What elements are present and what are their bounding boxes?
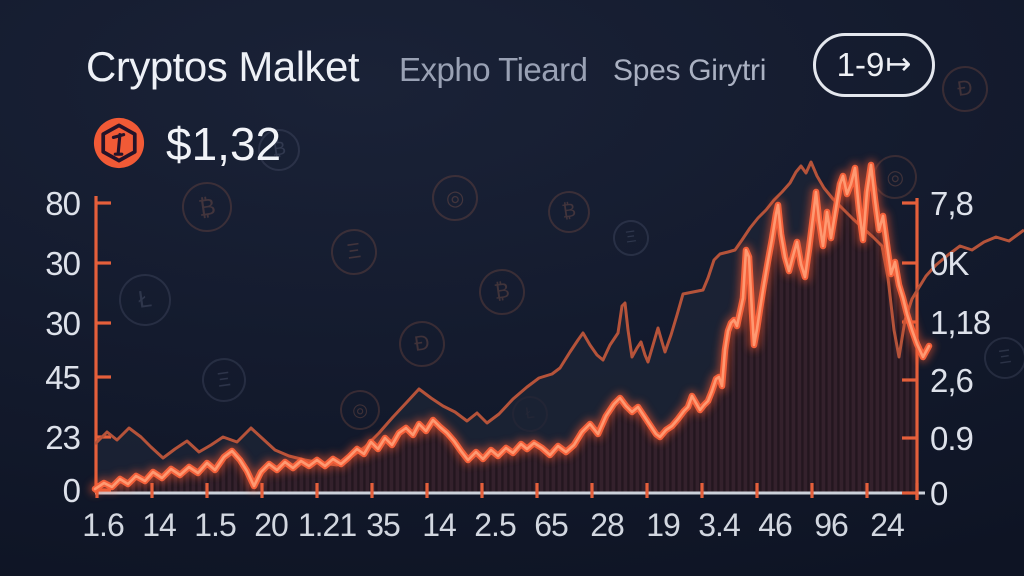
x-axis-label: 20 bbox=[254, 507, 289, 543]
x-axis-label: 35 bbox=[366, 507, 401, 543]
x-axis-label: 1.21 bbox=[297, 507, 357, 543]
subtitle-market: Expho Tieard bbox=[399, 51, 588, 88]
y-axis-right-label: 0K bbox=[930, 245, 969, 282]
x-axis-label: 1.6 bbox=[82, 507, 124, 543]
y-axis-right-label: 7,8 bbox=[930, 185, 974, 222]
glow-area-fill bbox=[95, 165, 917, 493]
y-axis-right-label: 0.9 bbox=[930, 420, 974, 457]
y-axis-left-label: 30 bbox=[45, 305, 81, 342]
coin-icon bbox=[93, 117, 145, 169]
x-axis-label: 2.5 bbox=[474, 507, 516, 543]
x-axis-label: 14 bbox=[142, 507, 177, 543]
y-axis-right-label: 0 bbox=[930, 475, 948, 512]
range-badge-label: 1-9 bbox=[836, 46, 885, 83]
range-badge-button[interactable]: 1-9 ↦ bbox=[813, 33, 935, 97]
subtitle-series: Spes Girytri bbox=[613, 54, 767, 87]
x-axis-label: 46 bbox=[758, 507, 793, 543]
x-axis-label: 3.4 bbox=[698, 507, 740, 543]
x-axis-label: 1.5 bbox=[194, 507, 236, 543]
price-value: $1,32 bbox=[166, 118, 282, 170]
x-axis-label: 28 bbox=[590, 507, 625, 543]
page-title: Cryptos Malket bbox=[86, 43, 360, 90]
y-axis-left-label: 30 bbox=[45, 245, 81, 282]
x-axis-label: 65 bbox=[534, 507, 569, 543]
y-axis-right-label: 2,6 bbox=[930, 362, 974, 399]
x-axis-label: 19 bbox=[646, 507, 681, 543]
x-axis-label: 24 bbox=[870, 507, 905, 543]
y-axis-right-label: 1,18 bbox=[930, 304, 991, 341]
y-axis-left-label: 80 bbox=[45, 185, 81, 222]
x-axis-label: 96 bbox=[814, 507, 849, 543]
y-axis-left-label: 0 bbox=[62, 472, 81, 509]
arrow-right-icon: ↦ bbox=[885, 46, 912, 82]
axes bbox=[94, 196, 925, 500]
y-axis-left-label: 45 bbox=[45, 359, 81, 396]
y-axis-left-label: 23 bbox=[45, 419, 81, 456]
x-axis-label: 14 bbox=[422, 507, 457, 543]
